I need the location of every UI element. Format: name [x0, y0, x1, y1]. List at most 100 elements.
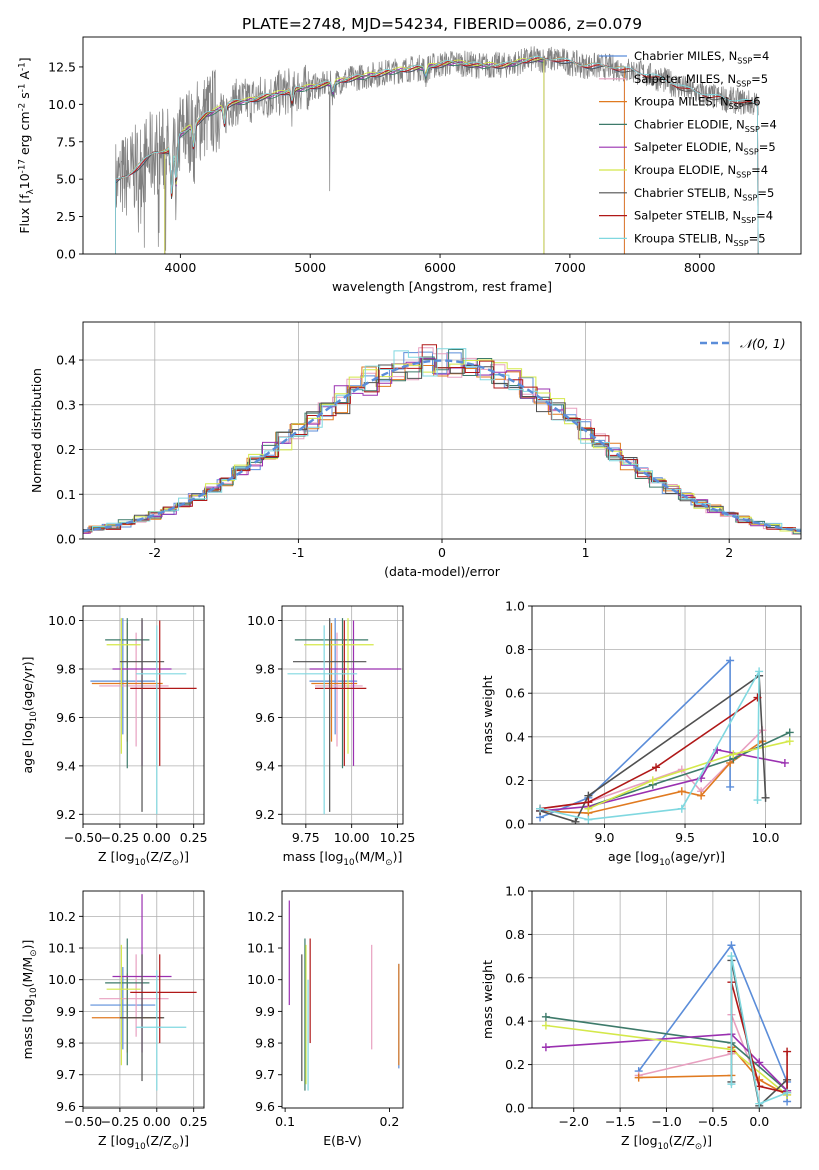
weight-marker [783, 1047, 792, 1056]
y-tick-label: 12.5 [48, 59, 76, 74]
y-tick-label: 10.2 [48, 909, 76, 924]
y-tick-label: 0.1 [56, 487, 76, 502]
x-tick-label: −1.5 [605, 1114, 635, 1129]
x-axis-label: age [log10(age/yr)] [608, 849, 725, 868]
axes-frame [82, 36, 802, 255]
x-tick-label: 0.25 [180, 1114, 208, 1129]
weight-line [539, 696, 758, 810]
weight-marker [755, 1058, 764, 1067]
weight-marker [648, 776, 657, 785]
plot-area [288, 900, 400, 1091]
weight-marker [761, 793, 770, 802]
mass-vs-EBV-panel: 0.1 0.2 9.6 9.7 9.8 9.9 10.0 10.1 10.2 E(B-V) [247, 890, 404, 1148]
y-tick-label: 9.7 [255, 1067, 275, 1082]
x-tick-label: 1 [582, 545, 590, 560]
x-tick-label: −0.25 [101, 1114, 139, 1129]
y-tick-label: 9.9 [255, 1004, 275, 1019]
weight-marker [726, 782, 735, 791]
y-tick-label: 9.6 [255, 710, 275, 725]
x-tick-label: 10.25 [380, 830, 416, 845]
y-tick-label: 9.6 [56, 710, 76, 725]
weight-marker [727, 1080, 736, 1089]
plot-area [532, 891, 801, 1108]
y-tick-label: 0.8 [505, 927, 525, 942]
errorbar-chabrier-miles [90, 967, 156, 1050]
x-tick-label: 8000 [684, 260, 716, 275]
legend-label-kroupa-miles: Kroupa MILES, NSSP=6 [634, 95, 761, 111]
y-tick-label: 10.2 [247, 909, 275, 924]
y-tick-label: 2.5 [56, 209, 76, 224]
weight-series-kroupa-stelib [536, 667, 764, 824]
histogram-chabrier-stelib [83, 358, 801, 531]
weight-marker [727, 952, 736, 961]
x-tick-label: 0.1 [275, 1114, 295, 1129]
figure-title: PLATE=2748, MJD=54234, FIBERID=0086, z=0… [242, 15, 642, 33]
y-tick-label: 0.2 [505, 773, 525, 788]
weight-marker [753, 796, 762, 805]
plot-area [115, 46, 759, 254]
y-tick-label: 10.1 [247, 941, 275, 956]
y-tick-label: 0.2 [56, 442, 76, 457]
y-axis-label: Flux [fλ10-17 erg cm-2 s-1 A-1] [17, 57, 36, 233]
normal-curve [83, 359, 801, 533]
legend-label-kroupa-stelib: Kroupa STELIB, NSSP=5 [634, 231, 766, 247]
spectrum-legend: Chabrier MILES, NSSP=4 Salpeter MILES, NS… [599, 49, 777, 248]
x-axis-label: wavelength [Angstrom, rest frame] [332, 279, 552, 294]
x-tick-label: 2 [725, 545, 733, 560]
weight-marker [780, 758, 789, 767]
errorbar-kroupa-stelib [136, 970, 187, 1091]
mass-vs-Z-panel: −0.50−0.25 0.00 0.25 9.6 9.7 9.8 9.9 10.0 10.1 10… [20, 890, 208, 1152]
x-tick-label: −0.25 [101, 830, 139, 845]
errorbar-salpeter-stelib [130, 620, 197, 766]
y-tick-label: 9.4 [56, 758, 76, 773]
axes-frame [82, 890, 205, 1109]
y-tick-label: 10.0 [48, 972, 76, 987]
y-tick-label: 0.2 [505, 1057, 525, 1072]
y-tick-label: 7.5 [56, 134, 76, 149]
legend-label-chabrier-stelib: Chabrier STELIB, NSSP=5 [634, 186, 774, 202]
y-axis-label: age [log10(age/yr)] [20, 656, 39, 773]
errorbar-salpeter-stelib [130, 954, 197, 1044]
y-tick-label: 0.8 [505, 642, 525, 657]
y-tick-label: 10.0 [247, 613, 275, 628]
weight-line [588, 740, 790, 810]
x-tick-label: 0 [438, 545, 446, 560]
x-tick-label: −1.0 [651, 1114, 681, 1129]
y-tick-label: 9.8 [255, 1036, 275, 1051]
y-tick-label: 10.0 [247, 972, 275, 987]
x-tick-label: −0.50 [64, 830, 102, 845]
x-tick-label: -1 [292, 545, 304, 560]
y-tick-label: 0.0 [505, 817, 525, 832]
weight-marker [677, 787, 686, 796]
x-tick-label: 9.0 [595, 830, 615, 845]
legend-label-chabrier-miles: Chabrier MILES, NSSP=4 [634, 49, 769, 65]
weight-series-kroupa-stelib [727, 952, 792, 1108]
weight-marker [753, 693, 762, 702]
weight-marker [755, 667, 764, 676]
x-tick-label: 7000 [554, 260, 586, 275]
y-tick-label: 0.6 [505, 686, 525, 701]
x-axis-label: Z [log10(Z/Z⊙)] [621, 1133, 712, 1152]
axes-frame [281, 605, 404, 825]
spectrum-panel: 4000 5000 6000 7000 8000 0.0 2.5 5.0 7.5 10.0 12.5… [17, 36, 802, 294]
y-tick-label: 10.0 [48, 97, 76, 112]
errorbar-chabrier-miles [309, 618, 358, 735]
weight-marker [571, 817, 580, 824]
y-tick-label: 0.3 [56, 397, 76, 412]
y-tick-label: 9.7 [56, 1067, 76, 1082]
x-tick-label: 10.00 [334, 830, 370, 845]
errorbar-kroupa-stelib [136, 625, 187, 815]
plot-area [532, 606, 801, 824]
weight-marker [536, 804, 545, 813]
model-spectrum-salpeter-stelib [115, 57, 759, 254]
weight-marker [785, 737, 794, 746]
weight-vs-age-panel: 9.0 9.5 10.0 0.0 0.2 0.4 0.6 0.8 1.0 age [log10(a… [480, 599, 802, 868]
x-axis-label: E(B-V) [323, 1133, 362, 1148]
errorbar-salpeter-stelib [315, 620, 367, 766]
legend-label-chabrier-elodie: Chabrier ELODIE, NSSP=4 [634, 117, 777, 133]
y-axis-label: mass weight [480, 675, 495, 754]
x-tick-label: 0.2 [379, 1114, 399, 1129]
y-tick-label: 10.1 [48, 941, 76, 956]
x-tick-label: 0.0 [749, 1114, 769, 1129]
y-tick-label: 0.6 [505, 970, 525, 985]
